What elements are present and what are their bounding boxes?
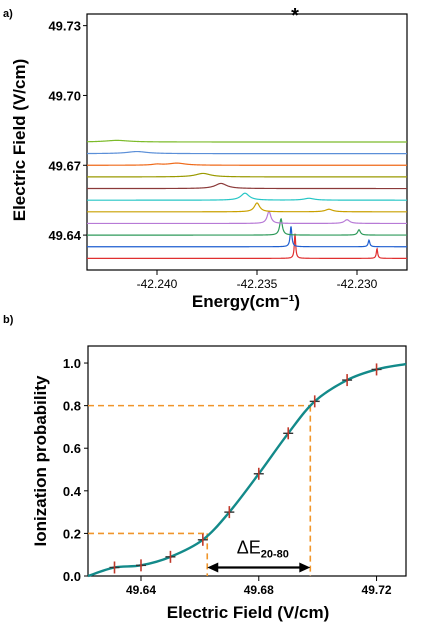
ionization-plot: 49.64 49.68 49.72 0.0 0.2 0.4 0.6 0.8 1.0 ΔE20-… xyxy=(63,345,407,597)
data-point-marker xyxy=(283,427,294,440)
data-point-marker xyxy=(371,363,382,376)
ionization-guide-lines xyxy=(88,404,312,576)
spectrum-trace xyxy=(87,172,407,178)
spectra-x-axis-label: Energy(cm⁻¹) xyxy=(192,292,300,311)
data-point-marker xyxy=(109,561,120,574)
spectra-y-ticks: 49.73 49.70 49.67 49.64 xyxy=(48,19,87,243)
ionization-plot-frame xyxy=(87,345,407,577)
spectra-annotation-asterisk: * xyxy=(291,5,299,27)
spectra-y-axis-label: Electric Field (V/cm) xyxy=(10,59,29,222)
x-tick-label: 49.72 xyxy=(362,583,392,597)
delta-e-arrow xyxy=(207,562,311,573)
x-tick-label: -42.235 xyxy=(237,277,278,291)
y-tick-label: 0.2 xyxy=(63,526,81,541)
delta-e-subscript: 20-80 xyxy=(261,548,289,560)
panel-b-label: b) xyxy=(3,314,14,326)
ionization-x-ticks: 49.64 49.68 49.72 xyxy=(126,576,392,597)
ionization-y-ticks: 0.0 0.2 0.4 0.6 0.8 1.0 xyxy=(63,356,88,584)
ionization-data-points xyxy=(109,363,382,574)
spectrum-trace xyxy=(86,139,407,143)
x-tick-label: 49.68 xyxy=(244,583,274,597)
y-tick-label: 1.0 xyxy=(63,356,81,371)
data-point-marker xyxy=(165,550,176,563)
spectrum-trace xyxy=(87,202,407,213)
spectrum-trace xyxy=(87,210,407,225)
delta-e-symbol: ΔE xyxy=(237,537,261,557)
spectra-traces xyxy=(86,139,407,259)
panel-a-label: a) xyxy=(3,8,13,20)
spectrum-trace xyxy=(87,162,407,166)
delta-e-label: ΔE20-80 xyxy=(237,537,289,560)
ionization-x-axis-label: Electric Field (V/cm) xyxy=(167,603,330,622)
ionization-y-axis-label: Ionization probability xyxy=(31,375,50,546)
data-point-marker xyxy=(197,533,208,546)
y-tick-label: 49.67 xyxy=(48,158,81,173)
data-point-marker xyxy=(253,467,264,480)
data-point-marker xyxy=(309,395,320,408)
y-tick-label: 49.73 xyxy=(48,19,81,34)
data-point-marker xyxy=(224,506,235,519)
spectra-plot: -42.240 -42.235 -42.230 49.7349.7049.6749.… xyxy=(48,5,408,291)
x-tick-label: -42.240 xyxy=(137,277,178,291)
spectra-x-ticks: -42.240 -42.235 -42.230 xyxy=(137,270,378,291)
spectrum-trace xyxy=(87,218,407,236)
spectrum-trace xyxy=(87,150,407,155)
spectrum-trace xyxy=(87,226,407,248)
x-tick-label: 49.64 xyxy=(126,583,156,597)
spectrum-trace xyxy=(87,233,407,259)
y-tick-label: 0.6 xyxy=(63,441,81,456)
spectrum-trace xyxy=(87,182,407,190)
y-tick-label: 49.64 xyxy=(48,228,81,243)
y-tick-label: 0.0 xyxy=(63,569,81,584)
spectrum-trace xyxy=(87,192,407,201)
y-tick-label: 49.70 xyxy=(48,88,81,103)
y-tick-label: 0.8 xyxy=(63,399,81,414)
data-point-marker xyxy=(136,559,146,572)
data-point-marker xyxy=(342,374,353,387)
x-tick-label: -42.230 xyxy=(337,277,378,291)
y-tick-label: 0.4 xyxy=(63,484,82,499)
